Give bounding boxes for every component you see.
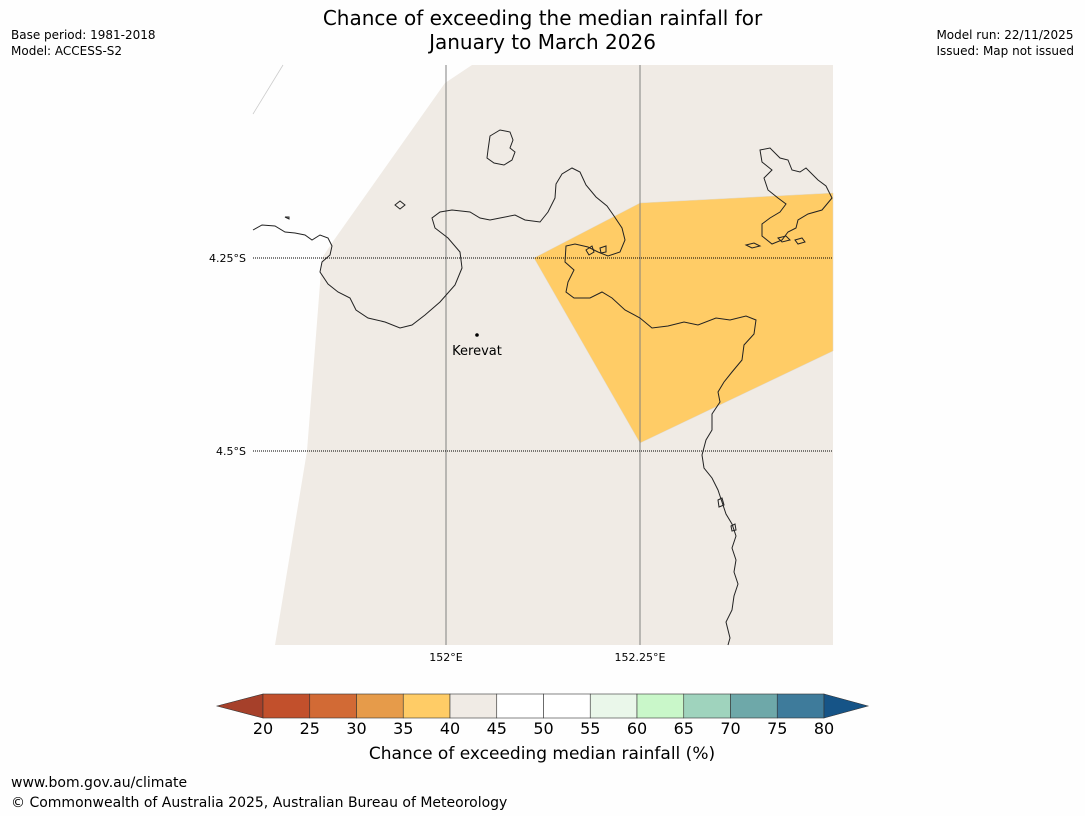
coastline-island xyxy=(486,129,516,166)
colorbar-tick-label: 60 xyxy=(626,719,648,738)
colorbar-bin xyxy=(683,693,731,719)
coastline-main xyxy=(252,167,757,646)
coastline-islet xyxy=(284,216,290,220)
colorbar-extend-low xyxy=(215,693,264,719)
run-info: Model run: 22/11/2025 Issued: Map not is… xyxy=(936,27,1074,59)
colorbar-extend-high xyxy=(823,693,870,719)
colorbar-bin xyxy=(543,693,591,719)
town-marker xyxy=(475,333,479,337)
coastline-islet xyxy=(777,235,791,243)
issued-status: Issued: Map not issued xyxy=(936,44,1074,58)
colorbar-bin xyxy=(356,693,404,719)
colorbar-bin xyxy=(496,693,544,719)
colorbar-tick-label: 25 xyxy=(299,719,320,738)
coastline-islet xyxy=(599,245,607,254)
colorbar-tick-label: 50 xyxy=(533,719,554,738)
coastline-east xyxy=(759,147,833,245)
colorbar-tick-label: 20 xyxy=(252,719,274,738)
colorbar-tick-label: 70 xyxy=(720,719,741,738)
base-period: Base period: 1981-2018 xyxy=(11,28,156,42)
colorbar-tick-label: 80 xyxy=(813,719,835,738)
colorbar-bin xyxy=(262,693,311,719)
colorbar-tick-label: 45 xyxy=(486,719,507,738)
coastline-islet xyxy=(730,523,737,532)
coastline xyxy=(252,129,833,646)
colorbar-tick-label: 65 xyxy=(673,719,694,738)
map-title: Chance of exceeding the median rainfall … xyxy=(240,6,845,54)
model-name: Model: ACCESS-S2 xyxy=(11,44,123,58)
colorbar-bin xyxy=(589,693,638,719)
title-line-1: Chance of exceeding the median rainfall … xyxy=(322,6,763,30)
title-line-2: January to March 2026 xyxy=(429,30,656,54)
footer-copyright: © Commonwealth of Australia 2025, Austra… xyxy=(11,795,508,811)
colorbar-bin xyxy=(402,693,451,719)
model-run: Model run: 22/11/2025 xyxy=(936,28,1074,42)
colorbar-tick-label: 75 xyxy=(767,719,788,738)
colorbar-title: Chance of exceeding median rainfall (%) xyxy=(368,744,716,764)
coastline-islet xyxy=(794,237,806,245)
colorbar xyxy=(215,693,870,719)
coastline-islet xyxy=(394,200,406,210)
coastline-islet xyxy=(717,497,725,508)
town-label: Kerevat xyxy=(452,344,502,359)
colorbar-tick-label: 40 xyxy=(439,719,461,738)
colorbar-tick-label: 55 xyxy=(580,719,601,738)
colorbar-bin xyxy=(636,693,685,719)
coastline-islet xyxy=(585,245,595,256)
colorbar-tick-label: 35 xyxy=(393,719,414,738)
region-edge xyxy=(252,64,284,115)
lon-label: 152.25°E xyxy=(615,651,666,664)
colorbar-bin xyxy=(730,693,778,719)
model-info: Base period: 1981-2018 Model: ACCESS-S2 xyxy=(11,27,156,59)
footer-url: www.bom.gov.au/climate xyxy=(11,775,188,791)
colorbar-bin xyxy=(309,693,357,719)
colorbar-bin xyxy=(776,693,825,719)
coastline-islet xyxy=(744,242,762,249)
lat-label: 4.25°S xyxy=(209,252,246,265)
lon-label: 152°E xyxy=(429,651,462,664)
colorbar-tick-label: 30 xyxy=(346,719,367,738)
colorbar-bin xyxy=(449,693,498,719)
lat-label: 4.5°S xyxy=(216,445,246,458)
